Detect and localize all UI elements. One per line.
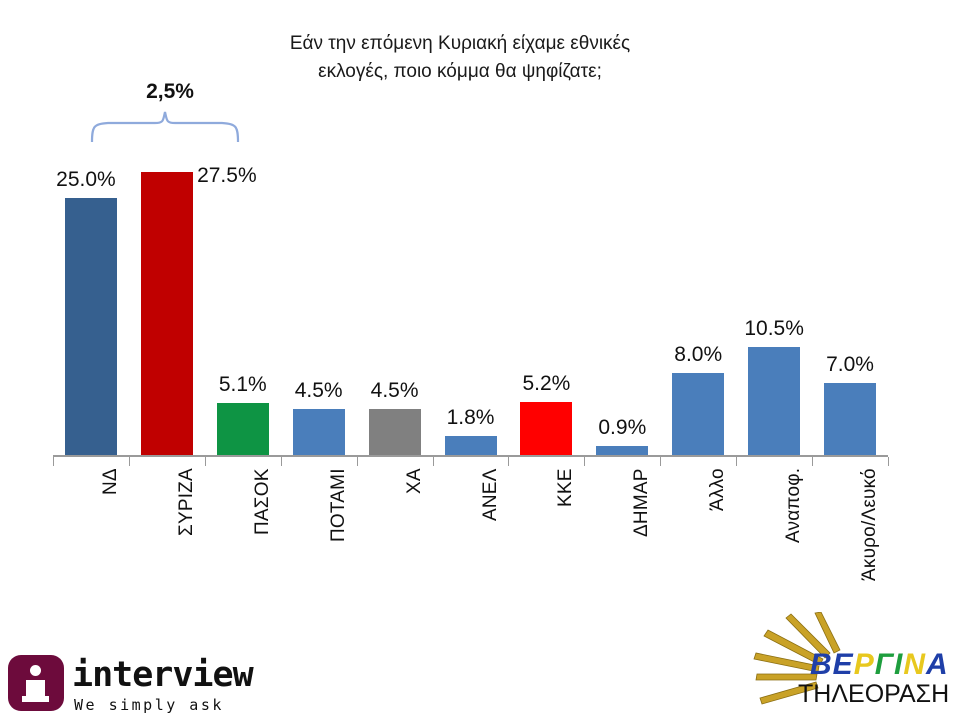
- vergina-tv-logo: ΒΕΡΓΙΝΑ ΤΗΛΕΟΡΑΣΗ: [748, 612, 956, 716]
- interview-wordmark: interview: [72, 655, 254, 695]
- vergina-letter: Α: [926, 648, 949, 681]
- vergina-wordmark: ΒΕΡΓΙΝΑ: [810, 648, 949, 682]
- vergina-letter: Ι: [894, 648, 904, 681]
- bar-Άλλο: [672, 372, 725, 455]
- bar-ΚΚΕ: [520, 401, 573, 455]
- category-label-ΧΑ: ΧΑ: [403, 468, 425, 494]
- vergina-letter: Ρ: [853, 648, 875, 681]
- category-label-ΣΥΡΙΖΑ: ΣΥΡΙΖΑ: [175, 468, 197, 536]
- vergina-subtitle: ΤΗΛΕΟΡΑΣΗ: [798, 680, 950, 708]
- bar-ΑΝΕΛ: [444, 436, 497, 455]
- vergina-letter: Β: [810, 648, 833, 681]
- bar-value-label-ΧΑ: 4.5%: [370, 378, 419, 402]
- x-axis-line: [53, 455, 888, 457]
- bar-value-label-ΠΟΤΑΜΙ: 4.5%: [294, 378, 343, 402]
- category-label-Άκυρο/Λευκό: Άκυρο/Λευκό: [859, 468, 881, 581]
- bar-value-label-Άκυρο/Λευκό: 7.0%: [826, 353, 874, 377]
- vergina-sun-icon: [753, 612, 841, 705]
- vergina-letter: Ε: [832, 648, 854, 681]
- bar-ΔΗΜΑΡ: [596, 445, 649, 455]
- category-label-ΔΗΜΑΡ: ΔΗΜΑΡ: [631, 468, 653, 537]
- bar-Άκυρο/Λευκό: [824, 383, 877, 455]
- axis-tick: [584, 457, 586, 466]
- bar-value-label-ΠΑΣΟΚ: 5.1%: [218, 372, 267, 396]
- category-label-Αναποφ.: Αναποφ.: [783, 467, 805, 543]
- gap-bracket-label: 2,5%: [146, 80, 194, 103]
- chart-plot-area: 25.0% 27.5% 5.1% 4.5% 4.5% 1.8% 5.2% 0.9% 8.0% 10…: [53, 164, 889, 581]
- axis-tick: [356, 457, 358, 466]
- bar-value-label-Αναποφ.: 10.5%: [744, 317, 804, 341]
- category-label-ΝΔ: ΝΔ: [99, 468, 121, 495]
- axis-tick: [508, 457, 510, 466]
- axis-tick: [888, 457, 889, 466]
- interview-tagline: We simply ask: [74, 696, 224, 714]
- interview-logo: interview We simply ask: [8, 655, 254, 717]
- category-label-Άλλο: Άλλο: [707, 468, 729, 511]
- curly-brace-icon: [90, 111, 240, 143]
- vergina-letter: Ν: [903, 648, 927, 681]
- bar-value-label-ΝΔ: 25.0%: [56, 168, 116, 191]
- axis-tick: [280, 457, 282, 466]
- bar-value-label-ΚΚΕ: 5.2%: [522, 371, 571, 395]
- bar-ΝΔ: [64, 198, 117, 455]
- axis-tick: [128, 457, 130, 466]
- axis-tick: [53, 457, 54, 466]
- interview-icon-dot: [30, 665, 41, 676]
- interview-info-icon: [8, 655, 64, 711]
- chart-title: Εάν την επόμενη Κυριακή είχαμε εθνικές ε…: [289, 33, 631, 82]
- axis-tick: [660, 457, 662, 466]
- bar-ΧΑ: [368, 408, 421, 455]
- category-label-ΠΟΤΑΜΙ: ΠΟΤΑΜΙ: [327, 468, 349, 542]
- bar-value-label-Άλλο: 8.0%: [674, 342, 723, 366]
- axis-tick: [736, 457, 738, 466]
- bar-value-label-ΔΗΜΑΡ: 0.9%: [598, 415, 647, 439]
- gap-bracket-annotation: 2,5%: [80, 80, 260, 160]
- bar-ΠΟΤΑΜΙ: [292, 408, 345, 455]
- axis-tick: [812, 457, 814, 466]
- bar-Αναποφ.: [748, 347, 801, 455]
- bar-ΣΥΡΙΖΑ: [140, 172, 193, 455]
- vergina-letter: Γ: [874, 648, 894, 681]
- bar-value-label-ΣΥΡΙΖΑ: 27.5%: [197, 164, 257, 188]
- category-label-ΠΑΣΟΚ: ΠΑΣΟΚ: [251, 468, 273, 535]
- category-label-ΚΚΕ: ΚΚΕ: [555, 468, 577, 507]
- bar-value-label-ΑΝΕΛ: 1.8%: [446, 406, 495, 430]
- category-label-ΑΝΕΛ: ΑΝΕΛ: [479, 468, 501, 521]
- interview-icon-stem: [22, 680, 49, 702]
- axis-tick: [432, 457, 434, 466]
- axis-tick: [204, 457, 206, 466]
- bar-ΠΑΣΟΚ: [216, 402, 269, 455]
